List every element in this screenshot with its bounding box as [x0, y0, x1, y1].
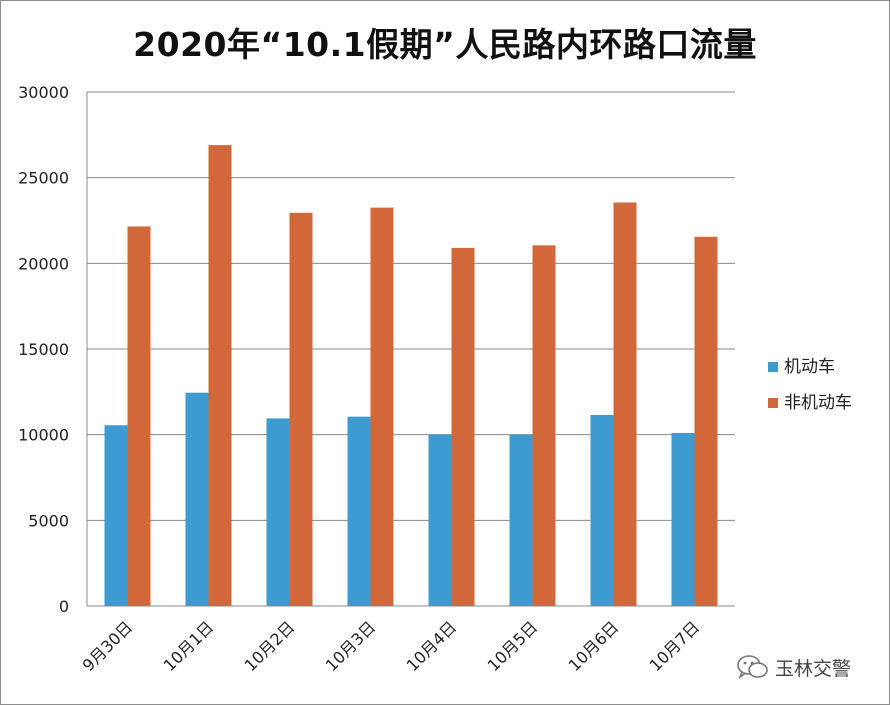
watermark-text: 玉林交警: [775, 658, 852, 680]
bar-motor: [104, 425, 128, 606]
legend-label: 非机动车: [784, 393, 852, 413]
y-tick-label: 5000: [28, 511, 69, 530]
bars: [104, 145, 718, 607]
gridlines: [87, 91, 735, 607]
x-tick-label: 10月1日: [160, 617, 218, 675]
bar-motor: [671, 432, 695, 606]
bar-motor: [185, 392, 209, 606]
legend-label: 机动车: [784, 357, 835, 377]
bar-nonmotor: [694, 236, 718, 606]
watermark: 玉林交警: [735, 652, 875, 682]
legend-swatch: [768, 362, 778, 372]
bar-nonmotor: [127, 226, 151, 606]
bar-nonmotor: [208, 145, 232, 606]
wechat-icon: [737, 655, 768, 680]
y-tick-label: 20000: [18, 254, 69, 273]
x-tick-label: 10月7日: [646, 617, 704, 675]
bar-motor: [266, 418, 290, 606]
x-tick-label: 10月4日: [403, 617, 461, 675]
y-tick-label: 0: [59, 597, 69, 616]
x-tick-label: 9月30日: [79, 617, 137, 675]
bar-motor: [428, 434, 452, 606]
y-tick-label: 25000: [18, 169, 69, 188]
x-tick-label: 10月3日: [322, 617, 380, 675]
bar-nonmotor: [370, 207, 394, 606]
bar-motor: [347, 416, 371, 606]
bar-nonmotor: [613, 202, 637, 606]
x-tick-label: 10月6日: [565, 617, 623, 675]
y-tick-label: 10000: [18, 426, 69, 445]
y-tick-label: 30000: [18, 83, 69, 102]
bar-nonmotor: [532, 245, 556, 607]
chart-title: 2020年“10.1假期”人民路内环路口流量: [133, 25, 757, 64]
bar-nonmotor: [451, 247, 475, 606]
legend-swatch: [768, 398, 778, 408]
bar-motor: [590, 414, 614, 606]
x-tick-label: 10月2日: [241, 617, 299, 675]
bar-nonmotor: [289, 212, 313, 607]
x-tick-label: 10月5日: [484, 617, 542, 675]
bar-motor: [509, 434, 533, 606]
y-tick-label: 15000: [18, 340, 69, 359]
